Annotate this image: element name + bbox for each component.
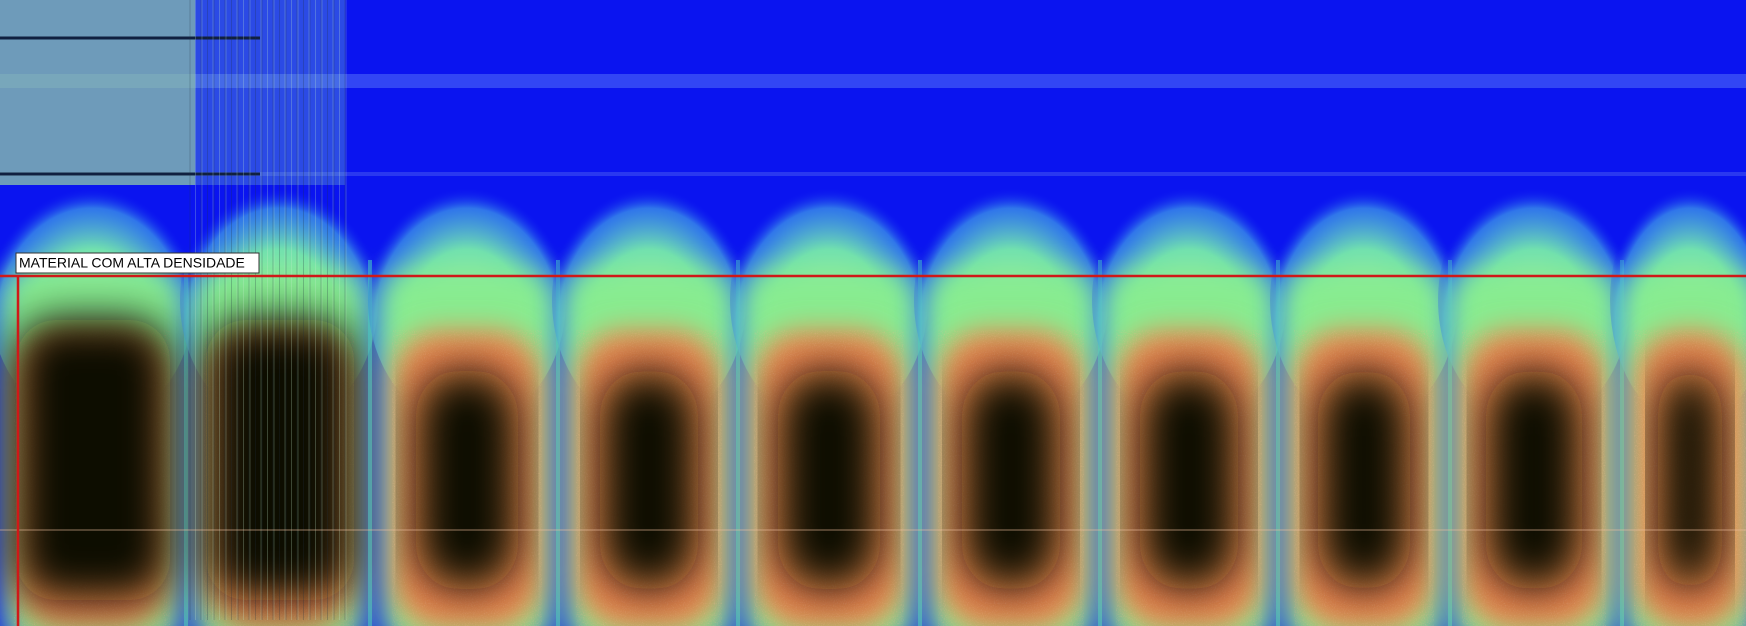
bottle-core — [16, 320, 170, 600]
bottle-core — [206, 320, 354, 600]
bottle-core — [1658, 370, 1722, 590]
bottle-core — [600, 370, 698, 590]
top-band — [0, 172, 1746, 176]
bottle-core — [1140, 370, 1238, 590]
left-overlay — [0, 0, 195, 185]
annotation-label: MATERIAL COM ALTA DENSIDADE — [19, 255, 245, 271]
top-band — [0, 74, 1746, 88]
bottle-core — [962, 370, 1060, 590]
bottle-core — [778, 370, 880, 590]
left-overlay — [195, 0, 345, 185]
bottle-core — [1486, 370, 1582, 590]
label-box — [15, 252, 260, 274]
bottle-core — [416, 370, 518, 590]
bottle-core — [1318, 370, 1410, 590]
